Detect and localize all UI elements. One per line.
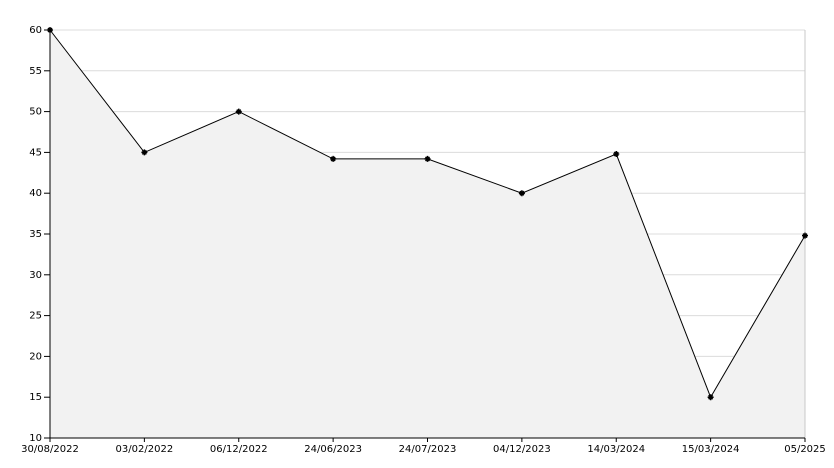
y-tick-label: 15 <box>29 392 42 403</box>
marker <box>518 190 525 197</box>
marker <box>613 151 620 158</box>
y-tick-label: 50 <box>29 107 42 118</box>
y-tick-label: 55 <box>29 66 42 77</box>
x-tick-label: 03/02/2022 <box>116 444 174 455</box>
marker <box>424 155 431 162</box>
area <box>50 30 805 438</box>
x-tick-label: 24/06/2023 <box>304 444 362 455</box>
x-tick-label: 15/03/2024 <box>682 444 740 455</box>
y-tick-label: 45 <box>29 147 42 158</box>
x-tick-label: 30/08/2022 <box>21 444 79 455</box>
marker <box>802 232 808 239</box>
y-tick-label: 20 <box>29 351 42 362</box>
y-tick-label: 25 <box>29 311 42 322</box>
x-tick-label: 24/07/2023 <box>399 444 457 455</box>
marker <box>47 27 53 33</box>
x-tick-label: 14/03/2024 <box>587 444 645 455</box>
y-tick-label: 40 <box>29 188 42 199</box>
y-tick-label: 30 <box>29 270 42 281</box>
y-tick-label: 10 <box>29 433 42 444</box>
y-tick-label: 35 <box>29 229 42 240</box>
marker <box>141 149 148 156</box>
x-tick-label: 06/12/2022 <box>210 444 268 455</box>
marker <box>330 155 337 162</box>
x-tick-label: 04/12/2023 <box>493 444 551 455</box>
y-tick-label: 60 <box>29 25 42 36</box>
marker <box>707 394 714 401</box>
marker <box>235 108 242 115</box>
x-tick-label: 05/2025 <box>784 444 826 455</box>
